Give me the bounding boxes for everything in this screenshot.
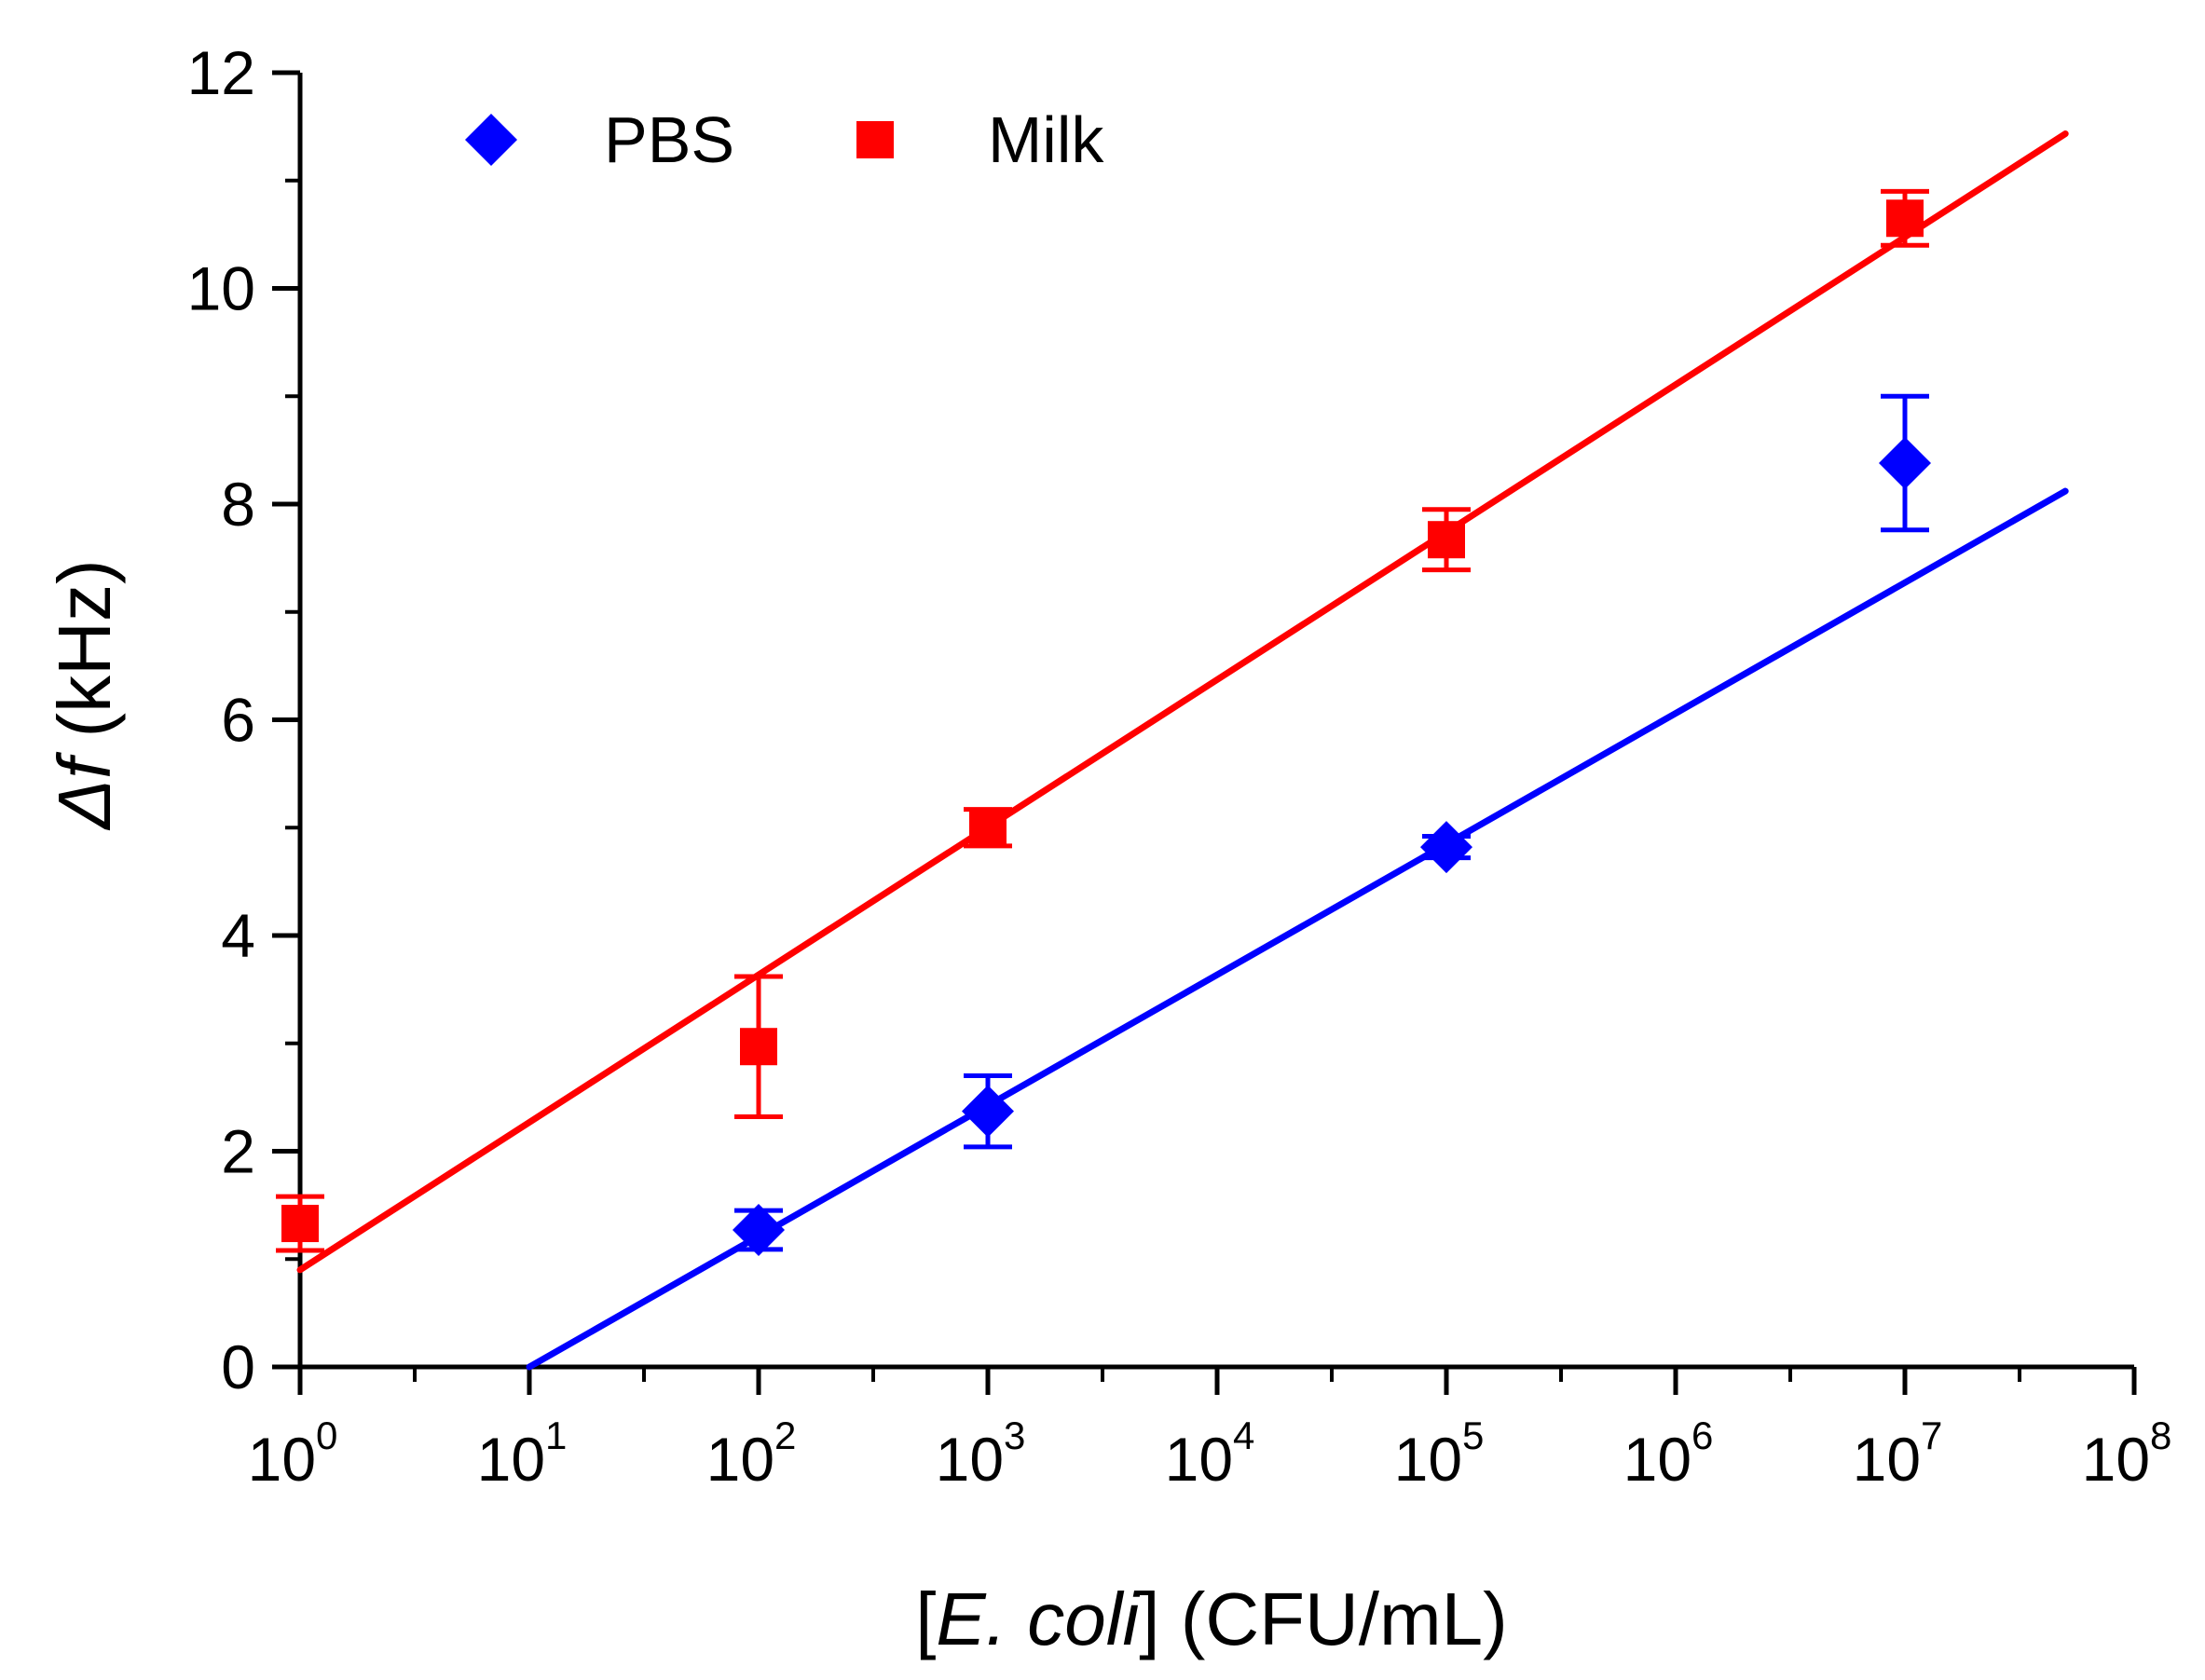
y-tick-label: 6	[221, 686, 255, 755]
x-tick-label: 106	[1623, 1414, 1714, 1494]
milk-point	[969, 809, 1007, 847]
legend-label-milk: Milk	[988, 103, 1104, 176]
legend-label-pbs: PBS	[604, 103, 734, 176]
x-tick-label: 100	[248, 1414, 338, 1494]
milk-point	[740, 1028, 777, 1066]
y-tick-label: 4	[221, 901, 255, 970]
x-tick-label: 104	[1165, 1414, 1255, 1494]
x-axis-label: [E. coli] (CFU/mL)	[915, 1578, 1508, 1660]
milk-point	[281, 1205, 319, 1243]
y-tick-label: 8	[221, 470, 255, 539]
error-bars	[276, 188, 1929, 1253]
x-tick-label: 101	[477, 1414, 568, 1494]
legend-marker-milk	[856, 121, 894, 158]
y-tick-label: 0	[221, 1332, 255, 1401]
pbs-point	[962, 1085, 1014, 1138]
pbs-point	[733, 1203, 785, 1256]
milk-fit-line	[296, 130, 2069, 1274]
y-tick-label: 12	[187, 38, 255, 107]
x-tick-label: 103	[936, 1414, 1026, 1494]
legend-marker-pbs	[465, 114, 517, 166]
y-tick-label: 2	[221, 1117, 255, 1186]
axes: 0 2 4 6 8 10 12 100 101 102 103 104 105 106 107 108	[187, 38, 2172, 1494]
pbs-fit-line	[526, 487, 2069, 1371]
x-tick-label: 105	[1394, 1414, 1485, 1494]
legend: PBS Milk	[465, 103, 1104, 176]
x-tick-label: 102	[706, 1414, 797, 1494]
fit-lines	[296, 130, 2069, 1371]
y-axis-label: Δf (kHz)	[43, 559, 126, 830]
pbs-point	[1420, 821, 1472, 874]
milk-point	[1886, 199, 1924, 238]
x-tick-label: 107	[1853, 1414, 1943, 1494]
milk-point	[1428, 521, 1465, 559]
pbs-point	[1879, 437, 1931, 490]
x-tick-label: 108	[2082, 1414, 2172, 1494]
y-tick-label: 10	[187, 254, 255, 323]
data-markers	[281, 199, 1931, 1256]
